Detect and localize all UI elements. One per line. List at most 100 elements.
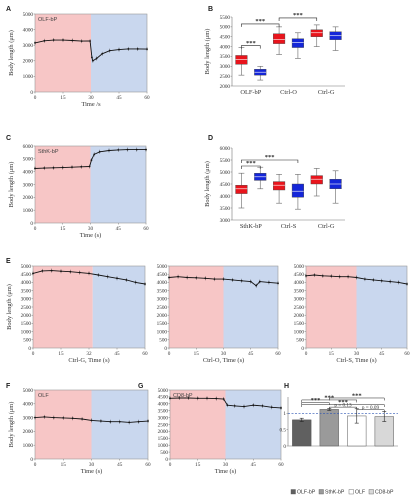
- significance-label: ***: [246, 160, 256, 167]
- y-tick-label: 1: [283, 411, 286, 417]
- y-tick-label: 5000: [21, 264, 32, 270]
- data-point: [338, 275, 341, 278]
- y-tick-label: 2500: [294, 305, 305, 311]
- data-point: [34, 416, 36, 419]
- legend-label: OLF: [355, 490, 365, 496]
- data-point: [270, 406, 273, 409]
- legend-swatch: [348, 489, 354, 495]
- significance-bracket: [241, 165, 261, 169]
- x-tick-label: 32: [86, 351, 92, 357]
- y-tick-label: 4000: [294, 280, 305, 286]
- y-tick-label: 4500: [294, 272, 305, 278]
- data-point: [364, 278, 366, 281]
- y-axis-label: Body length (μm): [8, 162, 15, 208]
- category-label: Ctrl-G: [318, 223, 335, 230]
- series-line: [168, 276, 279, 287]
- y-tick-label: 0: [28, 346, 31, 352]
- data-point: [71, 417, 74, 420]
- y-tick-label: 5000: [158, 388, 169, 394]
- panel-title: OLF: [38, 393, 49, 399]
- data-point: [231, 279, 234, 281]
- panel-B: 2000 2500 3000 3500 4000 4500 5000 5500 OLF-bP Ct…: [204, 12, 345, 96]
- panel-E2: 0 500 1000 1500 2000 2500 3000 3500 4000 4500 5000…: [157, 264, 281, 364]
- x-tick-label: 0: [32, 351, 35, 357]
- y-tick-label: 1000: [23, 208, 34, 214]
- legend-swatch: [368, 489, 374, 495]
- y-tick-label: 500: [159, 338, 167, 344]
- x-tick-label: 15: [60, 226, 66, 232]
- x-tick-label: 45: [251, 462, 257, 468]
- significance-label: ***: [255, 18, 265, 25]
- y-tick-label: 4500: [157, 272, 168, 278]
- data-point: [62, 39, 64, 41]
- data-point: [117, 148, 120, 151]
- significance-label: ***: [311, 397, 321, 404]
- category-label: Ctrl-S: [281, 223, 297, 230]
- data-point: [206, 397, 208, 400]
- data-point: [80, 40, 83, 43]
- y-tick-label: 2000: [23, 59, 34, 65]
- data-point: [258, 280, 261, 283]
- stimulus-shade: [91, 14, 147, 92]
- x-tick-label: 45: [116, 226, 122, 232]
- x-tick-label: 45: [248, 351, 254, 357]
- stimulus-shade: [225, 390, 281, 459]
- significance-label: p = 0.09: [362, 405, 380, 411]
- data-point: [52, 39, 55, 41]
- x-tick-label: 60: [144, 95, 150, 101]
- data-point: [118, 420, 121, 423]
- x-tick-label: 45: [117, 462, 123, 468]
- x-tick-label: 45: [114, 351, 120, 357]
- series-line: [34, 39, 148, 62]
- box: [235, 55, 248, 65]
- y-tick-label: 4000: [157, 280, 168, 286]
- y-tick-label: 3000: [23, 43, 34, 49]
- panel-label: D: [208, 135, 213, 142]
- y-tick-label: 3500: [158, 409, 169, 415]
- data-point: [222, 278, 225, 281]
- legend: OLF-bP SthK-bP OLF CD8-bP: [290, 489, 394, 496]
- data-point: [43, 39, 46, 42]
- panel-title: OLF-bP: [38, 17, 58, 23]
- data-point: [62, 416, 65, 419]
- y-tick-label: 4000: [158, 402, 169, 408]
- data-point: [222, 398, 225, 400]
- y-axis-label: Body length (μm): [204, 29, 211, 75]
- data-point: [380, 279, 383, 282]
- data-point: [52, 416, 55, 419]
- panel-G: 0500100015002000250030003500400045005000…: [158, 388, 284, 475]
- data-point: [240, 279, 243, 282]
- y-tick-label: 1000: [294, 329, 305, 335]
- data-point: [347, 275, 349, 278]
- data-point: [226, 404, 229, 407]
- y-tick-label: 500: [296, 338, 304, 344]
- data-point: [34, 41, 36, 44]
- y-tick-label: 5000: [220, 170, 231, 176]
- y-tick-label: 0: [30, 90, 33, 96]
- data-point: [252, 404, 255, 407]
- x-tick-label: 0: [168, 351, 171, 357]
- y-tick-label: 1500: [158, 436, 169, 442]
- data-point: [305, 274, 307, 277]
- data-point: [88, 165, 91, 168]
- panel-A: 0 1000 2000 3000 4000 5000 0 15 30 45 60 OLF-bP Time…: [8, 12, 150, 108]
- significance-bracket: [329, 397, 385, 401]
- data-point: [52, 166, 55, 169]
- stimulus-shade: [223, 266, 278, 348]
- series-line: [169, 397, 282, 409]
- data-point: [108, 49, 111, 52]
- x-tick-label: 0: [305, 351, 308, 357]
- y-tick-label: 0: [283, 444, 286, 450]
- data-point: [178, 397, 181, 399]
- data-point: [61, 166, 64, 169]
- significance-bracket: [241, 45, 261, 49]
- y-tick-label: 2000: [220, 84, 231, 90]
- y-tick-label: 0: [30, 221, 33, 227]
- stimulus-shade: [306, 266, 357, 348]
- data-point: [195, 276, 198, 279]
- data-point: [81, 418, 83, 420]
- panel-label: G: [138, 383, 144, 390]
- data-point: [101, 52, 104, 55]
- panel-label: F: [6, 383, 11, 390]
- significance-bracket: [329, 406, 357, 410]
